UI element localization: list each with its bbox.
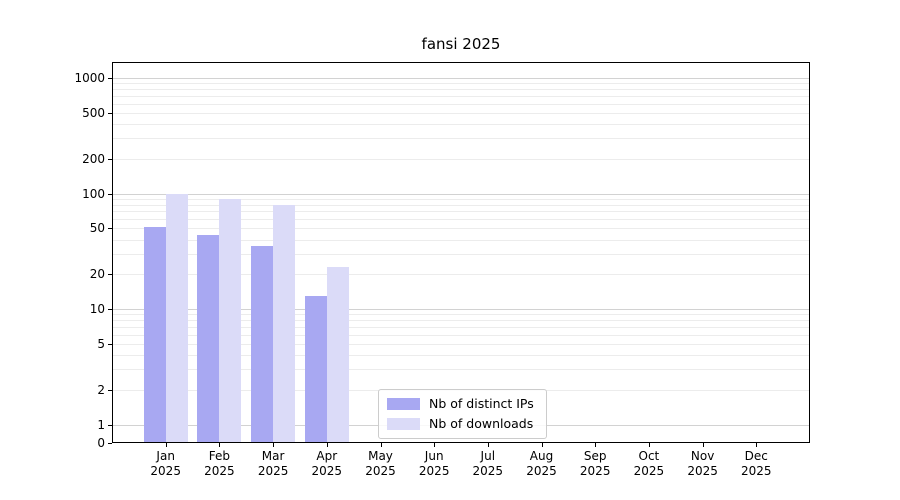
y-tick-label: 2 — [97, 382, 105, 397]
y-gridline-major — [112, 193, 810, 195]
legend-row: Nb of downloads — [387, 416, 534, 432]
y-tick-mark — [108, 443, 112, 444]
y-tick-label: 200 — [82, 151, 105, 166]
y-tick-mark — [108, 309, 112, 310]
x-tick-label: May 2025 — [365, 449, 396, 478]
y-gridline-minor — [112, 239, 810, 241]
y-gridline-minor — [112, 314, 810, 316]
legend-label-downloads: Nb of downloads — [429, 416, 534, 431]
y-tick-label: 50 — [89, 221, 105, 236]
y-tick-mark — [108, 274, 112, 276]
y-tick-label: 100 — [82, 186, 105, 201]
y-gridline-minor — [112, 219, 810, 221]
y-tick-label: 1 — [97, 417, 105, 432]
x-tick-mark — [165, 443, 167, 447]
x-tick-label: Jan 2025 — [150, 449, 181, 478]
bar-distinct-ips — [304, 295, 327, 443]
y-tick-label: 20 — [89, 267, 105, 282]
y-gridline-minor — [112, 89, 810, 91]
x-tick-mark — [487, 443, 489, 447]
y-gridline-minor — [112, 355, 810, 356]
x-tick-label: Dec 2025 — [741, 449, 772, 478]
y-gridline-minor — [112, 83, 810, 85]
x-tick-label: Mar 2025 — [257, 449, 289, 478]
legend-swatch-distinct-ips — [387, 398, 420, 410]
legend-row: Nb of distinct IPs — [387, 396, 534, 412]
y-tick-mark — [108, 228, 112, 230]
y-tick-mark — [108, 389, 112, 391]
y-gridline-minor — [112, 274, 810, 276]
bar-distinct-ips — [197, 234, 220, 443]
legend-swatch-downloads — [387, 418, 420, 430]
y-gridline-minor — [112, 253, 810, 255]
y-gridline-major — [112, 78, 810, 79]
y-gridline-minor — [112, 326, 810, 328]
y-gridline-minor — [112, 158, 810, 160]
y-gridline-minor — [112, 103, 810, 105]
y-tick-mark — [108, 112, 112, 114]
legend-label-distinct-ips: Nb of distinct IPs — [429, 396, 534, 411]
y-gridline-minor — [112, 369, 810, 371]
x-tick-mark — [595, 443, 597, 447]
y-gridline-minor — [112, 95, 810, 97]
x-tick-mark — [434, 443, 436, 447]
y-gridline-minor — [112, 211, 810, 213]
y-gridline-minor — [112, 112, 810, 114]
y-gridline-minor — [112, 228, 810, 230]
y-tick-mark — [108, 158, 112, 160]
legend: Nb of distinct IPs Nb of downloads — [378, 389, 547, 439]
x-tick-label: Sep 2025 — [579, 449, 611, 478]
x-tick-label: Jul 2025 — [472, 449, 504, 478]
x-tick-label: Nov 2025 — [687, 449, 718, 478]
y-tick-mark — [108, 424, 112, 426]
x-tick-mark — [380, 443, 382, 447]
x-tick-label: Aug 2025 — [526, 449, 557, 478]
y-tick-label: 0 — [97, 436, 105, 450]
bar-downloads — [273, 204, 296, 443]
bar-downloads — [165, 193, 188, 443]
x-tick-mark — [648, 443, 650, 447]
y-tick-label: 10 — [89, 302, 105, 316]
x-tick-mark — [541, 443, 543, 447]
y-tick-mark — [108, 78, 112, 79]
chart-title: fansi 2025 — [421, 35, 501, 53]
x-tick-label: Feb 2025 — [204, 449, 235, 478]
x-tick-mark — [326, 443, 328, 447]
bar-downloads — [219, 198, 242, 443]
x-tick-mark — [702, 443, 704, 447]
x-tick-mark — [219, 443, 221, 447]
x-tick-mark — [756, 443, 758, 447]
bar-distinct-ips — [251, 246, 274, 443]
y-gridline-minor — [112, 204, 810, 206]
y-gridline-minor — [112, 320, 810, 322]
y-tick-label: 1000 — [74, 71, 105, 85]
y-gridline-minor — [112, 138, 810, 140]
x-tick-mark — [273, 443, 275, 447]
x-tick-label: Apr 2025 — [311, 449, 343, 478]
x-tick-label: Jun 2025 — [418, 449, 450, 478]
plot-area-frame — [112, 62, 810, 443]
y-tick-label: 500 — [82, 105, 105, 120]
y-gridline-major — [112, 309, 810, 310]
y-tick-mark — [108, 343, 112, 345]
y-gridline-minor — [112, 124, 810, 125]
bar-distinct-ips — [143, 227, 166, 443]
y-tick-mark — [108, 193, 112, 195]
y-gridline-minor — [112, 343, 810, 345]
y-tick-label: 5 — [97, 336, 105, 351]
bar-downloads — [326, 267, 349, 443]
y-gridline-minor — [112, 198, 810, 200]
x-tick-label: Oct 2025 — [633, 449, 665, 478]
y-gridline-minor — [112, 334, 810, 336]
